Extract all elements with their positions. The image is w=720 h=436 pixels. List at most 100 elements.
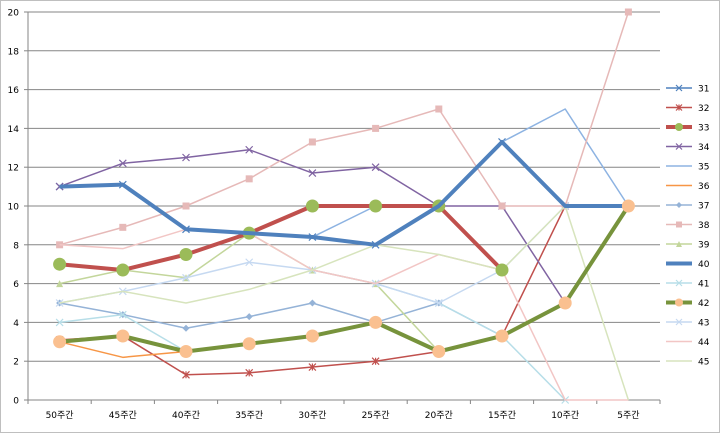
- data-point: [56, 280, 64, 288]
- data-point: [624, 8, 632, 16]
- data-point: [116, 329, 130, 343]
- legend-marker: [675, 279, 683, 287]
- data-point: [498, 202, 506, 210]
- series-32: [55, 202, 570, 379]
- data-point: [372, 124, 380, 132]
- series-line: [59, 204, 504, 273]
- data-point: [182, 202, 190, 210]
- y-tick-label: 12: [8, 164, 19, 174]
- x-tick-label: 35주간: [235, 410, 263, 421]
- legend-marker: [676, 241, 682, 247]
- data-point: [621, 199, 635, 213]
- series-36: [59, 341, 187, 359]
- legend-marker: [675, 84, 683, 92]
- legend-item: 38: [666, 221, 710, 231]
- x-tick-label: 45주간: [109, 410, 137, 421]
- legend-item: 35: [666, 163, 709, 173]
- data-point: [308, 138, 316, 146]
- x-tick-label: 25주간: [362, 410, 390, 421]
- y-tick-label: 16: [8, 86, 20, 96]
- data-point: [245, 145, 254, 154]
- legend-item: 34: [666, 143, 710, 153]
- legend-item: 33: [666, 123, 709, 134]
- data-point: [435, 105, 443, 113]
- data-point: [53, 257, 67, 271]
- series-34: [55, 145, 570, 307]
- data-point: [242, 337, 256, 351]
- data-point: [55, 318, 64, 327]
- legend-label: 44: [698, 338, 710, 348]
- y-tick-label: 0: [13, 397, 19, 407]
- data-point: [179, 248, 193, 261]
- legend-item: 32: [666, 104, 709, 114]
- legend-item: 31: [666, 85, 709, 95]
- data-point: [371, 357, 380, 366]
- x-tick-label: 30주간: [298, 410, 326, 421]
- legend-item: 37: [666, 202, 709, 212]
- legend-item: 42: [666, 298, 709, 309]
- x-tick-label: 20주간: [425, 410, 453, 421]
- series-33: [53, 199, 509, 277]
- y-tick-label: 8: [13, 241, 19, 251]
- data-point: [53, 335, 67, 349]
- series-line: [59, 11, 630, 246]
- series-line: [59, 341, 187, 359]
- series-40: [59, 139, 629, 247]
- data-point: [308, 363, 317, 371]
- legend-item: 43: [666, 319, 709, 329]
- series-42: [53, 199, 635, 358]
- y-tick-label: 20: [8, 9, 20, 19]
- legend-label: 45: [698, 358, 709, 368]
- legend-item: 39: [666, 241, 710, 251]
- legend-label: 34: [698, 143, 710, 153]
- legend-label: 38: [698, 221, 710, 231]
- data-point: [495, 329, 509, 343]
- data-point: [308, 299, 316, 307]
- legend-label: 33: [698, 124, 709, 134]
- legend-label: 36: [698, 182, 710, 192]
- legend: 31 32 33 34 35 36 37 38 39 40 41 42 43 44 45: [666, 85, 710, 368]
- data-point: [118, 310, 127, 319]
- data-point: [179, 345, 193, 358]
- series-45: [59, 205, 630, 401]
- data-point: [182, 324, 190, 332]
- series-line: [59, 205, 630, 401]
- data-point: [495, 263, 509, 277]
- legend-marker: [676, 202, 682, 208]
- legend-label: 43: [698, 319, 709, 329]
- legend-label: 32: [698, 104, 709, 114]
- x-tick-label: 15주간: [488, 410, 516, 421]
- legend-item: 44: [666, 338, 710, 348]
- y-tick-label: 14: [8, 125, 20, 135]
- legend-label: 31: [698, 85, 709, 95]
- data-point: [245, 258, 254, 267]
- legend-marker: [675, 123, 683, 131]
- data-point: [558, 296, 572, 310]
- data-point: [118, 159, 127, 168]
- data-point: [245, 175, 253, 183]
- data-point: [116, 263, 130, 277]
- x-tick-label: 50주간: [46, 410, 74, 421]
- data-point: [182, 273, 190, 282]
- y-tick-label: 2: [13, 358, 19, 368]
- legend-item: 45: [666, 358, 709, 368]
- legend-marker: [675, 318, 683, 326]
- legend-marker: [675, 104, 683, 111]
- legend-item: 41: [666, 280, 709, 290]
- legend-marker: [675, 298, 683, 307]
- legend-item: 40: [666, 260, 710, 270]
- y-tick-label: 4: [13, 319, 19, 329]
- data-point: [119, 223, 127, 231]
- axes: 0 2 4 6 8 10 12 14 16 18 20 50주간 45주간 40주간 35주간 30주간 25주…: [8, 9, 661, 421]
- legend-item: 36: [666, 182, 710, 192]
- x-tick-label: 40주간: [172, 410, 200, 421]
- series-lines: [53, 8, 635, 404]
- series-44: [59, 228, 629, 401]
- y-tick-label: 18: [8, 47, 20, 57]
- data-point: [369, 315, 383, 329]
- legend-label: 42: [698, 299, 709, 309]
- legend-label: 39: [698, 241, 710, 251]
- series-line: [59, 205, 566, 376]
